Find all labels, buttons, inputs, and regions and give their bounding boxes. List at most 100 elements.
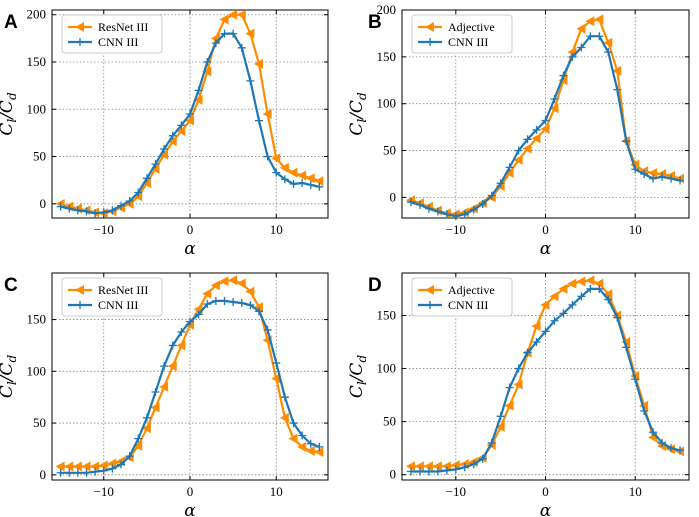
data-point [315, 442, 324, 451]
data-point [288, 167, 298, 178]
data-point [568, 52, 577, 61]
data-point [305, 173, 315, 184]
legend-label: Adjective [448, 283, 495, 297]
data-point [595, 32, 604, 41]
legend-item: CNN III [68, 298, 138, 312]
data-point [272, 168, 281, 177]
y-tick-label: 100 [377, 361, 397, 376]
x-axis-label: α [540, 239, 552, 259]
legend-item: Adjective [418, 20, 495, 34]
data-point [306, 439, 315, 448]
y-tick-label: 150 [377, 49, 397, 64]
data-point [676, 446, 685, 455]
y-axis-label-part: d [355, 355, 369, 363]
data-point [541, 327, 550, 336]
data-point [194, 86, 203, 95]
x-tick-label: 0 [542, 484, 549, 499]
y-tick-label: 100 [27, 101, 47, 116]
data-point [65, 204, 74, 213]
data-point [220, 29, 229, 38]
data-point [219, 14, 229, 25]
data-point [631, 165, 640, 174]
data-point [220, 296, 229, 305]
data-point [487, 191, 496, 200]
data-point [504, 168, 514, 179]
legend-marker [425, 22, 434, 32]
data-point [272, 359, 281, 368]
data-point [514, 146, 523, 155]
data-point [55, 461, 65, 472]
panel-letter: C [4, 275, 18, 296]
data-point [159, 381, 169, 392]
x-axis-label: α [184, 501, 196, 517]
legend-label: Adjective [448, 20, 495, 34]
data-point [649, 428, 658, 437]
data-point [549, 291, 559, 302]
y-axis-label-part: C [347, 363, 367, 376]
data-point [532, 338, 541, 346]
data-point [442, 466, 451, 475]
y-tick-label: 100 [27, 363, 47, 378]
data-point [90, 461, 100, 472]
y-axis-label-part: d [5, 355, 19, 363]
data-point [297, 441, 307, 452]
y-axis-label-part: / [0, 111, 17, 121]
data-point [82, 468, 91, 477]
data-point [142, 413, 151, 422]
data-point [279, 412, 289, 423]
y-axis-label-part: d [355, 92, 369, 100]
data-point [150, 163, 160, 174]
data-point [125, 452, 134, 461]
y-axis-label-part: / [347, 373, 367, 383]
data-point [177, 121, 186, 130]
data-point [604, 48, 613, 57]
data-point [254, 58, 263, 69]
plot-frame [401, 272, 690, 481]
data-point [125, 196, 134, 205]
legend-box [61, 14, 163, 54]
data-point [315, 182, 324, 191]
data-point [246, 76, 255, 85]
data-point [142, 174, 151, 183]
legend-item: CNN III [418, 298, 488, 312]
data-point [64, 461, 74, 472]
data-point [255, 116, 263, 125]
y-axis-label: Cl/Cd [347, 92, 369, 136]
data-point [210, 280, 220, 291]
data-point [550, 95, 559, 104]
data-point [280, 175, 289, 184]
legend-marker [426, 301, 434, 309]
data-point [558, 283, 568, 294]
data-point [65, 468, 74, 477]
data-point [245, 286, 255, 297]
x-tick-label: −10 [94, 484, 114, 499]
data-point [246, 301, 255, 310]
data-point [558, 75, 568, 86]
data-point [167, 361, 177, 372]
data-point [289, 419, 298, 428]
series-b [56, 296, 324, 477]
data-point [176, 126, 186, 137]
data-point [658, 172, 667, 181]
data-point [117, 460, 125, 469]
data-point [450, 460, 460, 471]
data-point [168, 131, 177, 140]
data-point [193, 94, 203, 105]
data-point [229, 297, 238, 306]
y-tick-label: 150 [27, 312, 47, 327]
data-point [237, 43, 246, 52]
legend-marker [426, 38, 434, 46]
legend-item: CNN III [68, 35, 138, 49]
data-point [567, 278, 577, 289]
y-axis-label-part: C [347, 385, 367, 398]
y-axis-label-part: C [0, 123, 17, 136]
data-point [667, 444, 676, 453]
plot-frame [51, 272, 329, 481]
data-point [469, 205, 478, 214]
y-axis-label-part: l [355, 119, 369, 123]
data-point [559, 309, 568, 318]
data-point [441, 461, 451, 472]
legend-label: ResNet III [98, 20, 148, 34]
data-point [99, 466, 108, 475]
